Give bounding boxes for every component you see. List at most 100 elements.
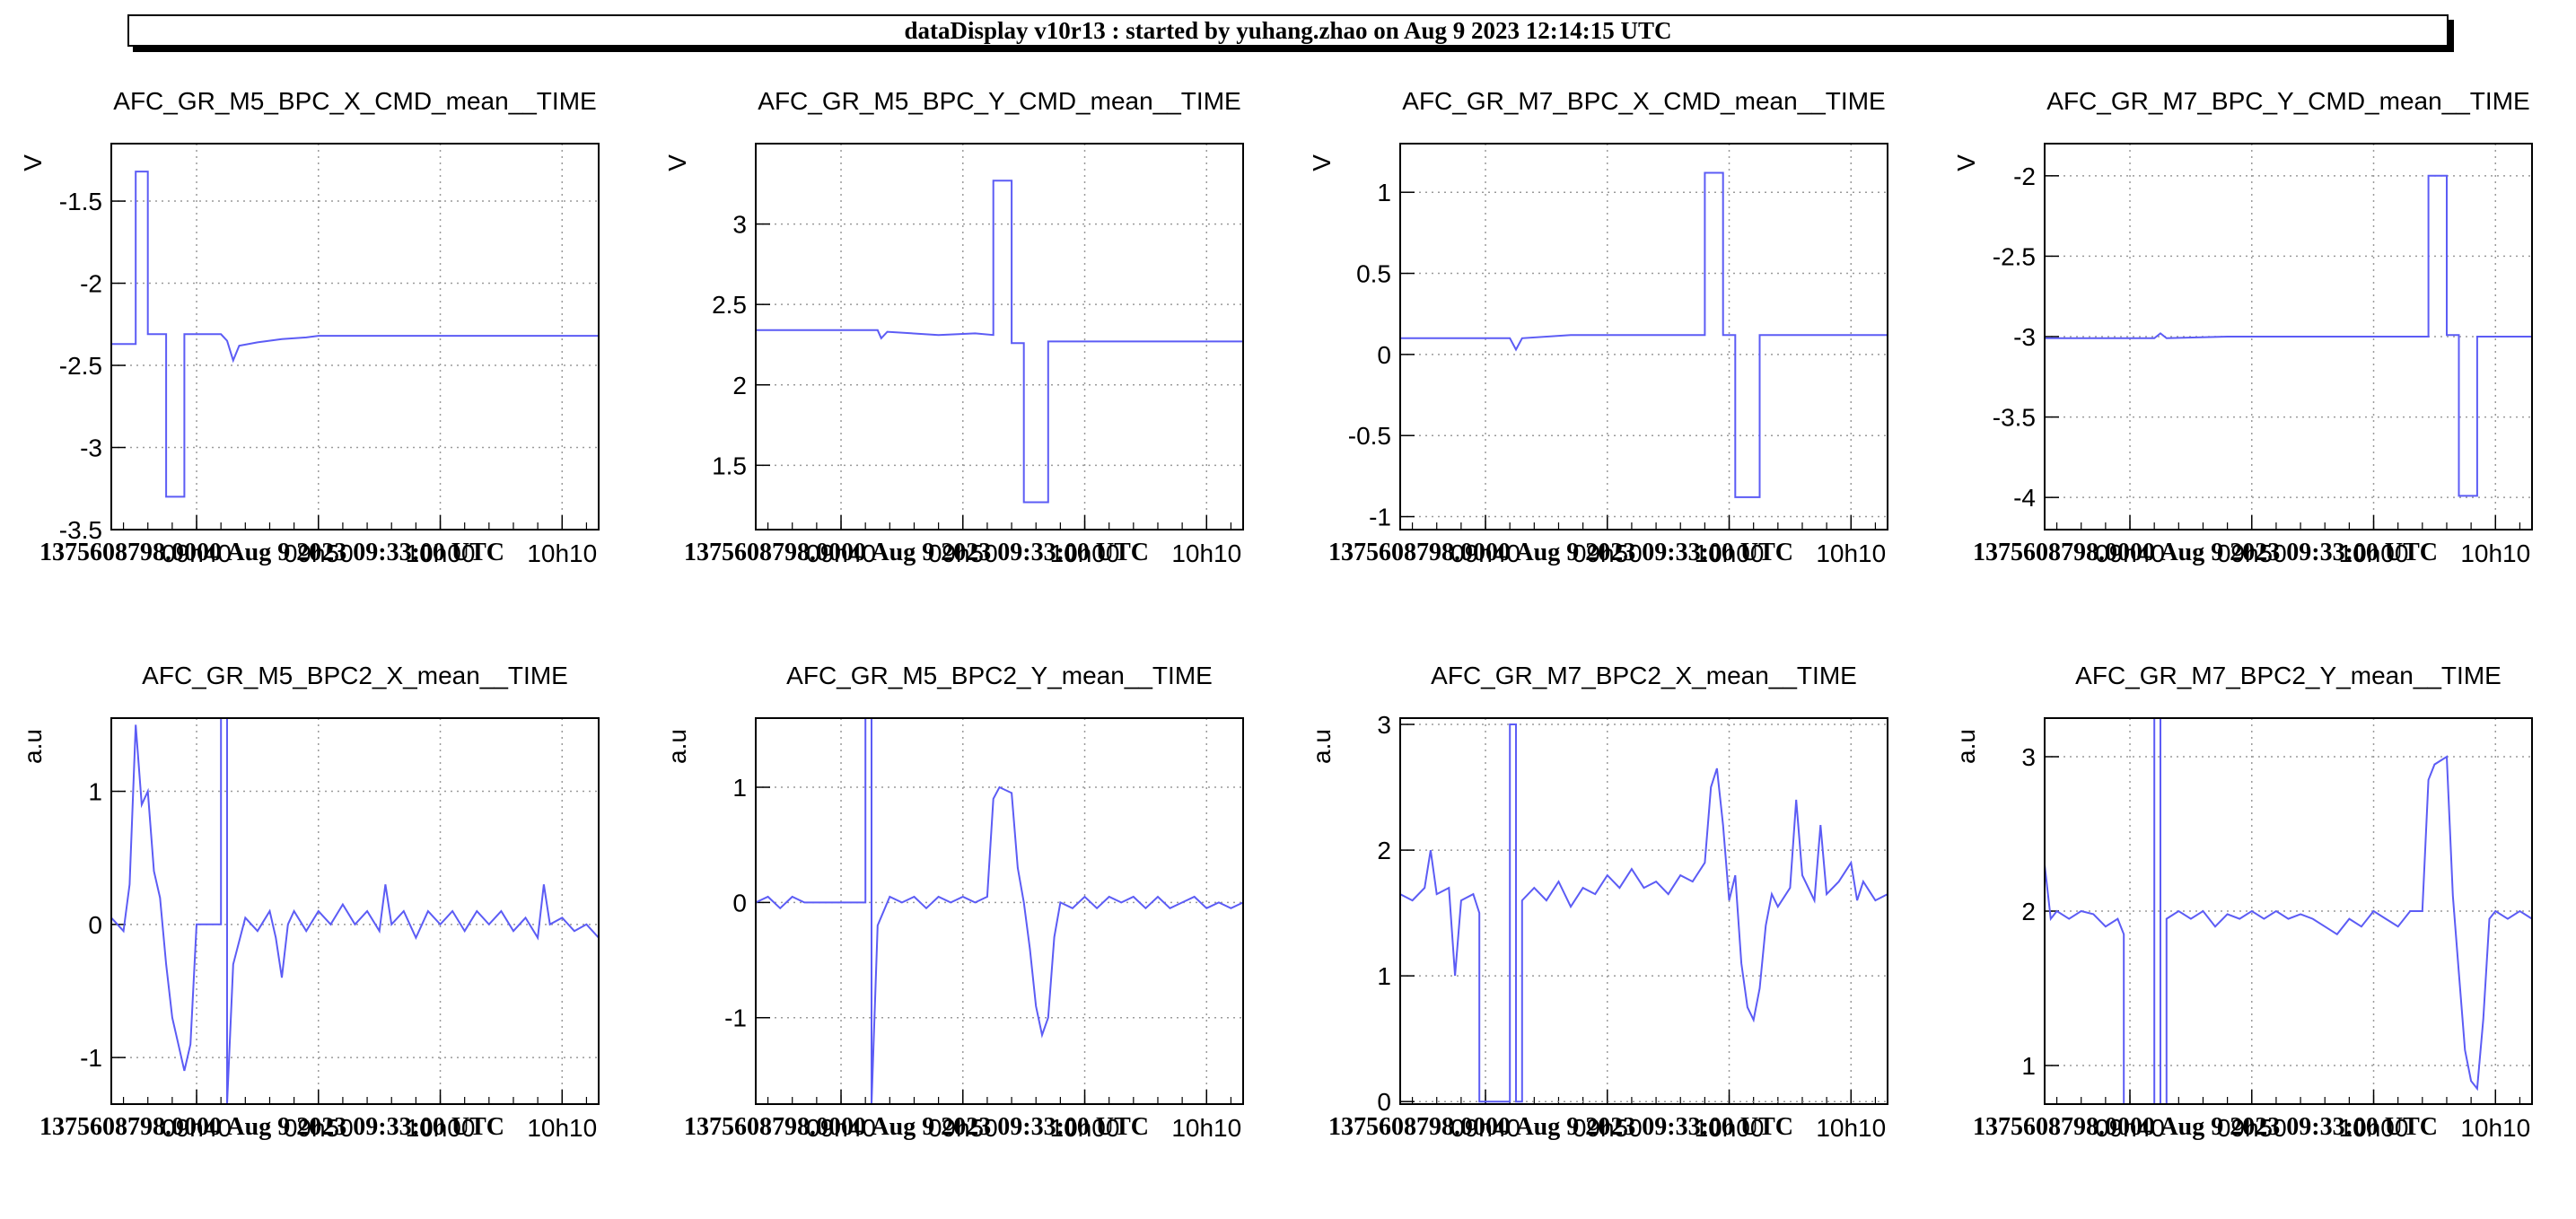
x-tick-label: 10h00: [1695, 1114, 1765, 1142]
chart-title: AFC_GR_M7_BPC_Y_CMD_mean__TIME: [2046, 87, 2529, 115]
window-title-bar: dataDisplay v10r13 : started by yuhang.z…: [127, 14, 2449, 47]
y-tick-label: -0.5: [1348, 422, 1391, 450]
plot-frame: [1399, 143, 1888, 531]
x-tick-label: 09h50: [2217, 1114, 2287, 1142]
y-tick-label: 1: [88, 778, 102, 806]
y-axis-label: a.u: [1308, 729, 1336, 764]
chart-title: AFC_GR_M5_BPC2_Y_mean__TIME: [786, 662, 1213, 689]
x-tick-label: 09h40: [1450, 539, 1520, 567]
chart-title: AFC_GR_M5_BPC_Y_CMD_mean__TIME: [758, 87, 1240, 115]
chart-footer-timestamp: 1375608798.0000 Aug 9 2023 09:33:00 UTC: [1328, 1113, 1793, 1141]
y-tick-label: 1: [1377, 962, 1391, 990]
series-line: [111, 718, 599, 1104]
x-tick-label: 09h50: [1573, 1114, 1643, 1142]
y-tick-label: 2: [2021, 898, 2036, 925]
y-tick-label: 2.5: [712, 291, 747, 319]
x-tick-label: 10h00: [1050, 1114, 1120, 1142]
series-line: [1400, 171, 1888, 498]
y-axis-label: V: [1952, 154, 1980, 171]
x-tick-label: 10h10: [2460, 1114, 2530, 1142]
x-tick-label: 09h50: [928, 539, 998, 567]
y-axis-label: a.u: [1952, 729, 1980, 764]
y-tick-label: 0: [732, 889, 747, 916]
chart-footer-timestamp: 1375608798.0000 Aug 9 2023 09:33:00 UTC: [1973, 1113, 2438, 1141]
x-tick-label: 09h50: [928, 1114, 998, 1142]
y-tick-label: -4: [2013, 484, 2036, 512]
x-tick-label: 10h00: [1050, 539, 1120, 567]
chart-panel-8: AFC_GR_M7_BPC2_Y_mean__TIME a.u 09h40 09h50…: [1952, 662, 2533, 1142]
x-tick-label: 10h10: [1816, 1114, 1886, 1142]
y-axis-label: V: [19, 154, 47, 171]
y-tick-label: -1.5: [59, 188, 102, 215]
y-axis-label: V: [1308, 154, 1336, 171]
chart-panel-7: AFC_GR_M7_BPC2_X_mean__TIME a.u 09h40 09h50…: [1308, 662, 1888, 1142]
x-tick-label: 09h40: [2095, 539, 2165, 567]
x-tick-label: 09h40: [162, 539, 232, 567]
chart-title: AFC_GR_M7_BPC2_X_mean__TIME: [1431, 662, 1857, 689]
x-tick-label: 09h40: [1450, 1114, 1520, 1142]
plot-frame: [755, 717, 1244, 1105]
window-title: dataDisplay v10r13 : started by yuhang.z…: [904, 16, 1672, 44]
plot-frame: [1399, 717, 1888, 1105]
y-tick-label: -2.5: [59, 352, 102, 380]
chart-footer-timestamp: 1375608798.0000 Aug 9 2023 09:33:00 UTC: [1328, 539, 1793, 566]
x-tick-label: 10h00: [406, 1114, 476, 1142]
y-tick-label: -3.5: [1993, 404, 2036, 432]
series-line: [2045, 174, 2532, 497]
x-tick-label: 09h40: [162, 1114, 232, 1142]
y-tick-label: -2.5: [1993, 242, 2036, 270]
chart-footer-timestamp: 1375608798.0000 Aug 9 2023 09:33:00 UTC: [39, 539, 504, 566]
x-tick-label: 10h00: [1695, 539, 1765, 567]
y-tick-label: 2: [732, 372, 747, 399]
plot-frame: [755, 143, 1244, 531]
y-tick-label: -3.5: [59, 516, 102, 544]
plot-frame: [2044, 143, 2533, 531]
x-tick-label: 09h50: [2217, 539, 2287, 567]
y-tick-label: 3: [2021, 743, 2036, 771]
y-axis-label: a.u: [19, 729, 47, 764]
y-tick-label: 1.5: [712, 452, 747, 479]
chart-panel-4: AFC_GR_M7_BPC_Y_CMD_mean__TIME V 09h40 09h5…: [1952, 87, 2533, 567]
y-tick-label: -3: [2013, 323, 2036, 351]
chart-title: AFC_GR_M7_BPC_X_CMD_mean__TIME: [1402, 87, 1885, 115]
chart-footer-timestamp: 1375608798.0000 Aug 9 2023 09:33:00 UTC: [684, 1113, 1149, 1141]
x-tick-label: 10h10: [527, 539, 597, 567]
y-axis-label: V: [663, 154, 691, 171]
y-tick-label: 3: [732, 211, 747, 239]
chart-title: AFC_GR_M5_BPC2_X_mean__TIME: [142, 662, 568, 689]
chart-panel-1: AFC_GR_M5_BPC_X_CMD_mean__TIME V 09h40 09h5…: [19, 87, 600, 567]
plot-frame: [110, 143, 600, 531]
y-tick-label: -1: [1369, 504, 1391, 531]
y-tick-label: 3: [1377, 711, 1391, 739]
series-line: [111, 171, 599, 498]
x-tick-label: 09h40: [806, 1114, 876, 1142]
y-tick-label: 0: [1377, 341, 1391, 369]
x-tick-label: 09h50: [1573, 539, 1643, 567]
x-tick-label: 09h50: [284, 539, 354, 567]
y-tick-label: -1: [724, 1004, 747, 1032]
y-tick-label: 1: [2021, 1052, 2036, 1080]
y-tick-label: -1: [80, 1044, 102, 1072]
y-tick-label: 0.5: [1356, 260, 1391, 288]
y-tick-label: -2: [80, 270, 102, 298]
chart-panel-3: AFC_GR_M7_BPC_X_CMD_mean__TIME V 09h40 09h5…: [1308, 87, 1888, 567]
chart-panel-5: AFC_GR_M5_BPC2_X_mean__TIME a.u 09h40 09h50…: [19, 662, 600, 1142]
y-tick-label: 1: [732, 774, 747, 802]
chart-panel-2: AFC_GR_M5_BPC_Y_CMD_mean__TIME V 09h40 09h5…: [663, 87, 1244, 567]
x-tick-label: 09h40: [2095, 1114, 2165, 1142]
x-tick-label: 09h40: [806, 539, 876, 567]
series-line: [1400, 724, 1888, 1103]
y-tick-label: -2: [2013, 162, 2036, 190]
x-tick-label: 10h10: [2460, 539, 2530, 567]
x-tick-label: 10h00: [406, 539, 476, 567]
y-tick-label: -3: [80, 434, 102, 462]
series-line: [756, 180, 1243, 504]
y-tick-label: 1: [1377, 179, 1391, 206]
chart-panel-6: AFC_GR_M5_BPC2_Y_mean__TIME a.u 09h40 09h50…: [663, 662, 1244, 1142]
chart-footer-timestamp: 1375608798.0000 Aug 9 2023 09:33:00 UTC: [1973, 539, 2438, 566]
x-tick-label: 10h10: [1171, 1114, 1241, 1142]
chart-footer-timestamp: 1375608798.0000 Aug 9 2023 09:33:00 UTC: [684, 539, 1149, 566]
y-tick-label: 2: [1377, 837, 1391, 864]
plot-frame: [110, 717, 600, 1105]
